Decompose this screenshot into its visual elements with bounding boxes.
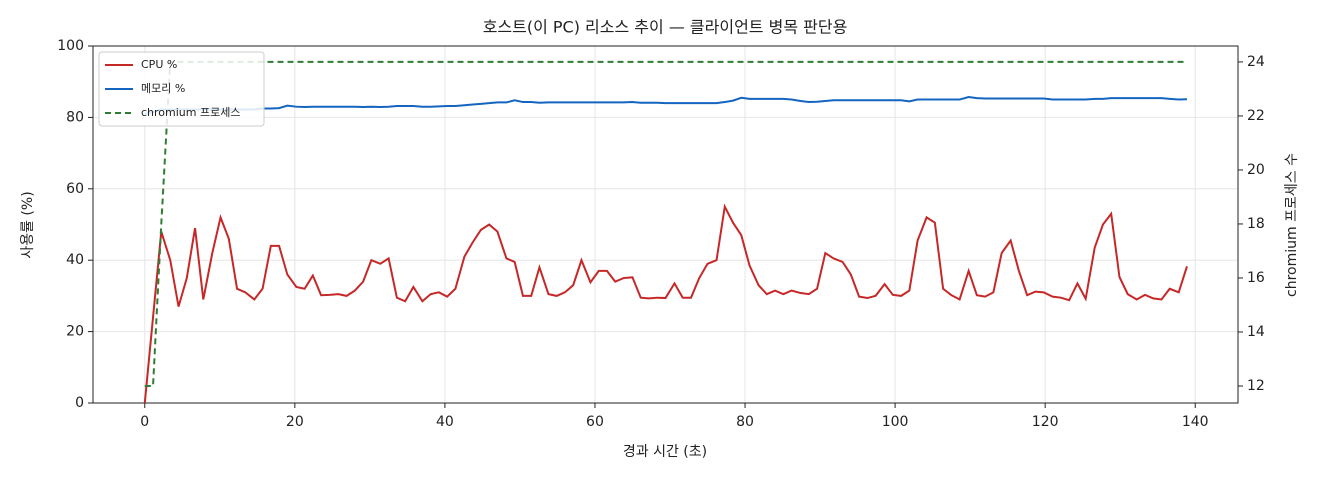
y-tick-label: 20 xyxy=(66,324,84,340)
chart-title: 호스트(이 PC) 리소스 추이 — 클라이언트 병목 판단용 xyxy=(483,18,848,37)
y2-tick-label: 24 xyxy=(1247,54,1265,70)
y2-tick-label: 18 xyxy=(1247,216,1265,232)
y-axis-label: 사용률 (%) xyxy=(20,191,36,258)
y-tick-label: 40 xyxy=(66,252,84,268)
y2-tick-label: 12 xyxy=(1247,378,1265,394)
y2-tick-label: 20 xyxy=(1247,162,1265,178)
x-tick-label: 140 xyxy=(1182,414,1209,430)
series-line xyxy=(144,60,1187,387)
legend-box xyxy=(98,51,265,127)
series-line xyxy=(144,96,1188,115)
x-tick-label: 120 xyxy=(1032,414,1059,430)
x-axis-label: 경과 시간 (초) xyxy=(623,444,707,460)
legend-label: 메모리 % xyxy=(141,82,185,95)
y-tick-label: 80 xyxy=(66,109,84,125)
legend-label: chromium 프로세스 xyxy=(141,106,240,119)
x-tick-label: 0 xyxy=(140,414,149,430)
x-tick-label: 100 xyxy=(882,414,909,430)
plot-frame xyxy=(92,45,1239,404)
legend-label: CPU % xyxy=(141,58,177,71)
x-tick-label: 20 xyxy=(286,414,304,430)
y-tick-label: 100 xyxy=(57,38,84,54)
y2-axis-label: chromium 프로세스 수 xyxy=(1284,153,1300,297)
x-tick-label: 60 xyxy=(586,414,604,430)
series-line xyxy=(143,203,1188,404)
x-tick-label: 80 xyxy=(736,414,754,430)
y2-tick-label: 16 xyxy=(1247,270,1265,286)
y2-tick-label: 14 xyxy=(1247,324,1265,340)
y2-tick-label: 22 xyxy=(1247,108,1265,124)
x-tick-label: 40 xyxy=(436,414,454,430)
y-tick-label: 60 xyxy=(66,181,84,197)
y-tick-label: 0 xyxy=(75,395,84,411)
